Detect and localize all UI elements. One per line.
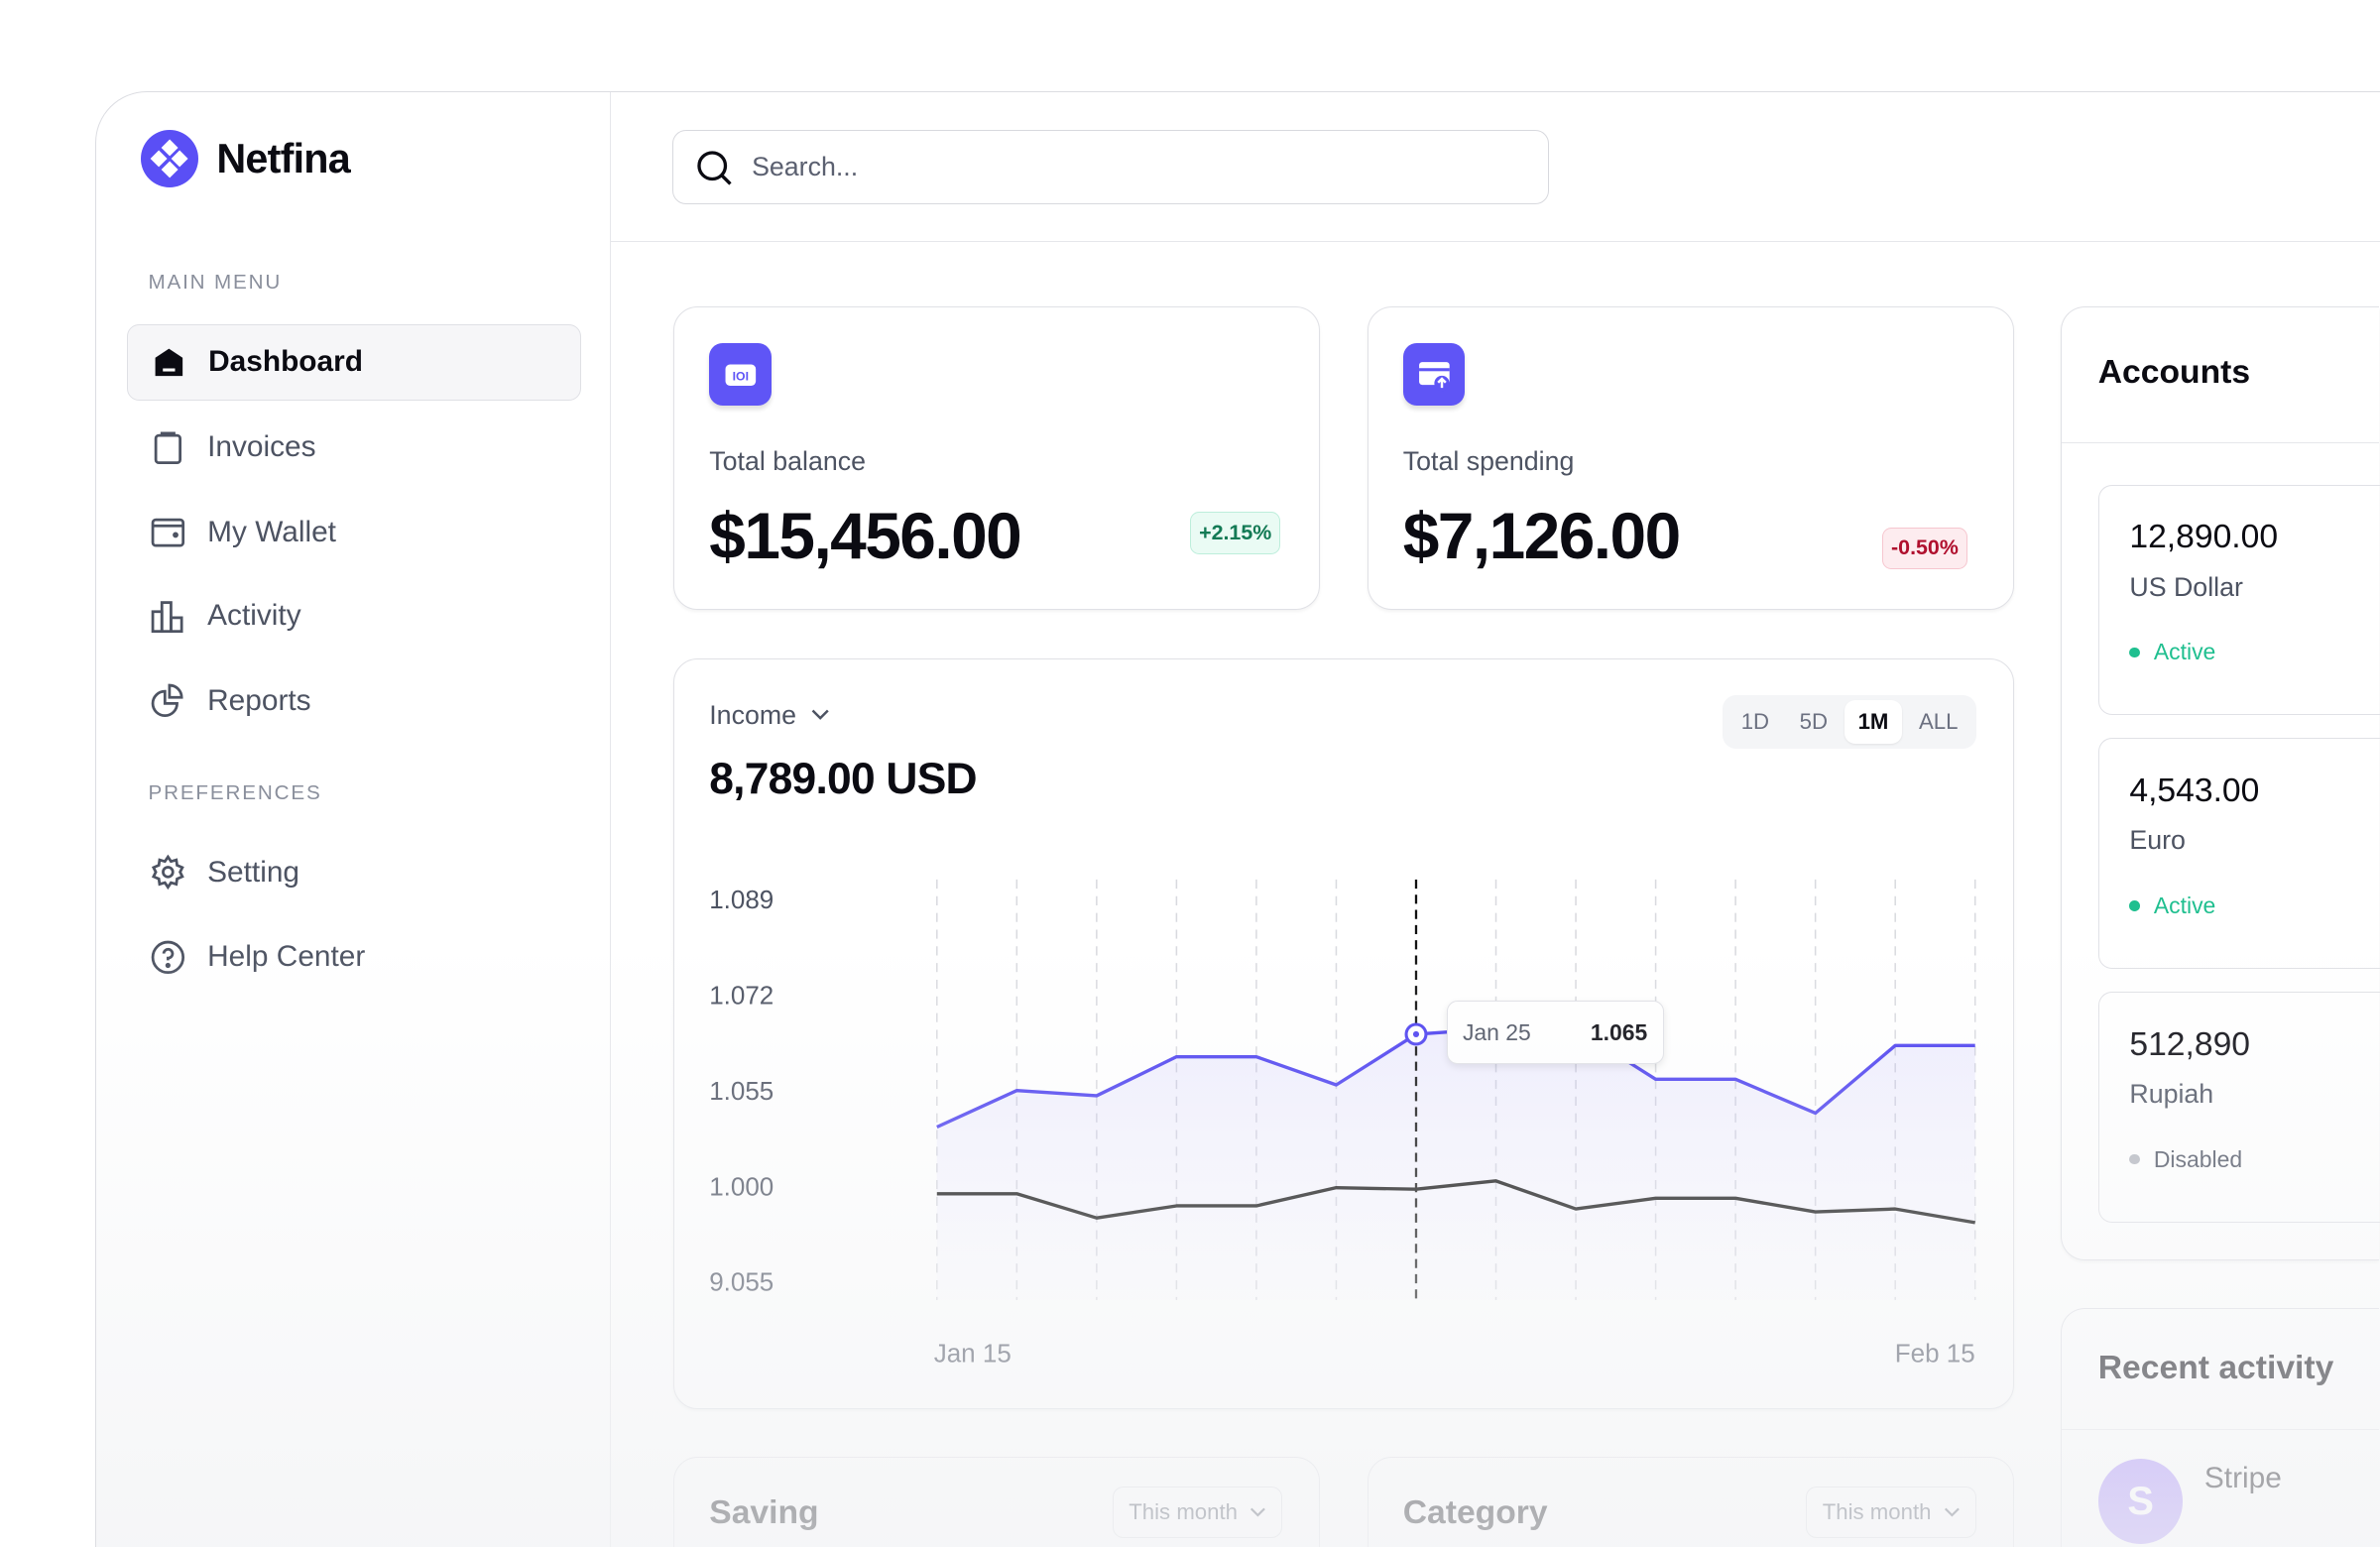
sidebar: Netfina MAIN MENU Dashboard Invoices My … bbox=[96, 91, 612, 1547]
income-selector[interactable]: Income bbox=[709, 700, 830, 731]
status-badge: Active bbox=[2153, 892, 2216, 919]
income-chart[interactable]: 1.089 1.072 1.055 1.000 9.055 Jan 15 Feb 15 bbox=[674, 659, 2015, 1411]
logo-icon bbox=[140, 130, 198, 188]
help-circle-icon bbox=[151, 940, 185, 974]
y-tick-label: 1.072 bbox=[709, 980, 774, 1010]
sidebar-item-label: Reports bbox=[207, 683, 311, 717]
account-currency: Euro bbox=[2129, 825, 2186, 856]
card-upload-icon bbox=[1402, 343, 1466, 407]
total-spending-card: Total spending $7,126.00 -0.50% bbox=[1367, 305, 2014, 610]
app-window: Netfina MAIN MENU Dashboard Invoices My … bbox=[95, 90, 2380, 1547]
income-chart-card: Income 8,789.00 USD 1D 5D 1M ALL 1.089 1.… bbox=[673, 657, 2015, 1411]
chevron-down-icon bbox=[811, 710, 830, 721]
sidebar-item-help-center[interactable]: Help Center bbox=[127, 919, 581, 996]
range-selector: 1D 5D 1M ALL bbox=[1723, 695, 1976, 749]
account-amount: 512,890 bbox=[2129, 1025, 2251, 1063]
bar-chart-icon bbox=[151, 600, 183, 633]
sidebar-item-dashboard[interactable]: Dashboard bbox=[127, 324, 581, 401]
saving-title: Saving bbox=[709, 1493, 819, 1531]
sidebar-item-reports[interactable]: Reports bbox=[127, 662, 581, 739]
sidebar-item-invoices[interactable]: Invoices bbox=[127, 410, 581, 486]
svg-text:IOI: IOI bbox=[732, 369, 748, 383]
top-bar: Search... bbox=[611, 92, 2380, 243]
status-dot bbox=[2129, 900, 2141, 911]
x-tick-label: Jan 15 bbox=[934, 1338, 1012, 1368]
chevron-down-icon bbox=[1944, 1507, 1960, 1517]
saving-card: Saving This month bbox=[673, 1456, 1321, 1547]
stat-label: Total balance bbox=[709, 446, 866, 477]
main-menu-heading: MAIN MENU bbox=[148, 271, 283, 295]
search-placeholder: Search... bbox=[752, 152, 859, 182]
account-item[interactable]: 512,890 Rupiah Disabled bbox=[2097, 991, 2380, 1223]
recent-activity-panel: Recent activity S Stripe bbox=[2061, 1307, 2380, 1547]
account-currency: US Dollar bbox=[2129, 571, 2243, 602]
series-area bbox=[936, 1028, 1975, 1300]
tooltip-date: Jan 25 bbox=[1462, 1018, 1531, 1045]
stat-value: $15,456.00 bbox=[709, 499, 1022, 573]
sidebar-item-label: Help Center bbox=[207, 940, 366, 974]
stat-value: $7,126.00 bbox=[1402, 499, 1681, 573]
recent-activity-title: Recent activity bbox=[2097, 1350, 2334, 1387]
saving-period-dropdown[interactable]: This month bbox=[1112, 1486, 1283, 1539]
income-total: 8,789.00 USD bbox=[709, 755, 977, 804]
status-dot bbox=[2129, 647, 2141, 658]
wallet-icon bbox=[151, 519, 185, 547]
clipboard-icon bbox=[154, 431, 181, 464]
stat-label: Total spending bbox=[1402, 446, 1575, 477]
x-tick-label: Feb 15 bbox=[1895, 1338, 1975, 1368]
money-icon: IOI bbox=[709, 343, 772, 407]
change-badge: -0.50% bbox=[1882, 527, 1967, 569]
y-tick-label: 9.055 bbox=[709, 1266, 774, 1296]
highlight-point-center bbox=[1412, 1030, 1420, 1037]
accounts-panel: Accounts 12,890.00 US Dollar Active 4,54… bbox=[2061, 305, 2380, 1261]
y-tick-label: 1.055 bbox=[709, 1076, 774, 1106]
sidebar-item-label: Invoices bbox=[207, 429, 316, 463]
sidebar-item-setting[interactable]: Setting bbox=[127, 834, 581, 910]
account-amount: 4,543.00 bbox=[2129, 773, 2260, 809]
accounts-title: Accounts bbox=[2097, 354, 2251, 392]
account-currency: Rupiah bbox=[2129, 1078, 2214, 1109]
change-badge: +2.15% bbox=[1190, 512, 1280, 554]
dropdown-value: This month bbox=[1129, 1499, 1238, 1525]
y-tick-label: 1.089 bbox=[709, 885, 774, 914]
search-icon bbox=[697, 150, 732, 185]
activity-name: Stripe bbox=[2203, 1462, 2282, 1495]
status-badge: Disabled bbox=[2153, 1145, 2243, 1172]
logo[interactable]: Netfina bbox=[140, 130, 351, 188]
divider bbox=[2062, 441, 2380, 443]
sidebar-item-my-wallet[interactable]: My Wallet bbox=[127, 494, 581, 570]
range-1d[interactable]: 1D bbox=[1740, 709, 1770, 735]
search-input[interactable]: Search... bbox=[671, 130, 1550, 205]
sidebar-item-label: Activity bbox=[207, 598, 301, 632]
gear-icon bbox=[151, 854, 184, 891]
dropdown-value: This month bbox=[1822, 1499, 1932, 1525]
sidebar-item-label: Setting bbox=[207, 855, 300, 889]
y-tick-label: 1.000 bbox=[709, 1171, 774, 1201]
pie-chart-icon bbox=[151, 683, 183, 718]
category-period-dropdown[interactable]: This month bbox=[1806, 1486, 1976, 1539]
chart-tooltip: Jan 25 1.065 bbox=[1446, 1001, 1664, 1065]
category-title: Category bbox=[1402, 1493, 1548, 1531]
chevron-down-icon bbox=[1250, 1507, 1266, 1517]
home-icon bbox=[155, 348, 183, 377]
sidebar-item-activity[interactable]: Activity bbox=[127, 578, 581, 654]
category-card: Category This month bbox=[1367, 1456, 2014, 1547]
range-all[interactable]: ALL bbox=[1919, 709, 1959, 735]
account-item[interactable]: 12,890.00 US Dollar Active bbox=[2097, 484, 2380, 716]
divider bbox=[2062, 1428, 2380, 1430]
sidebar-item-label: My Wallet bbox=[207, 515, 336, 548]
app-name: Netfina bbox=[216, 135, 350, 181]
status-dot bbox=[2129, 1153, 2141, 1165]
status-badge: Active bbox=[2153, 639, 2216, 665]
income-selector-label: Income bbox=[709, 700, 797, 731]
preferences-heading: PREFERENCES bbox=[148, 780, 322, 804]
range-5d[interactable]: 5D bbox=[1799, 709, 1829, 735]
sidebar-item-label: Dashboard bbox=[208, 345, 363, 379]
account-item[interactable]: 4,543.00 Euro Active bbox=[2097, 738, 2380, 969]
tooltip-value: 1.065 bbox=[1590, 1018, 1648, 1045]
avatar: S bbox=[2097, 1459, 2184, 1545]
total-balance-card: IOI Total balance $15,456.00 +2.15% bbox=[673, 305, 1321, 610]
range-1m[interactable]: 1M bbox=[1844, 700, 1903, 745]
account-amount: 12,890.00 bbox=[2129, 519, 2279, 556]
